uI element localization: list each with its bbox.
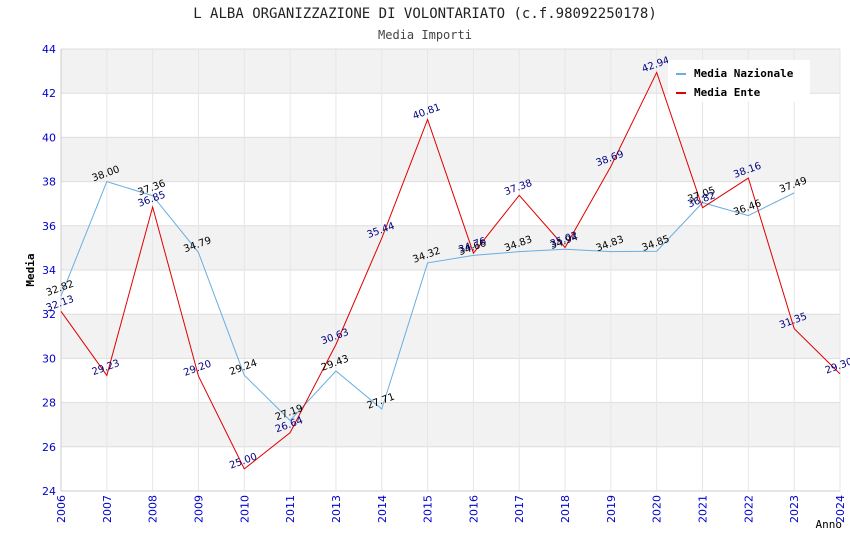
y-tick-label: 40 xyxy=(42,131,56,144)
grid-band xyxy=(61,225,840,270)
y-axis-ticks: 24 26 28 30 32 34 36 38 40 42 44 xyxy=(42,43,56,498)
series-line-media-ente xyxy=(60,71,841,470)
series-line-media-nazionale xyxy=(60,180,795,422)
grid-band xyxy=(61,137,840,182)
x-tick-label: 2015 xyxy=(422,495,435,523)
y-tick-label: 30 xyxy=(42,352,56,365)
x-tick-label: 2009 xyxy=(192,495,205,523)
x-tick-label: 2023 xyxy=(788,495,801,523)
data-label: 29.20 xyxy=(182,359,213,379)
x-tick-label: 2011 xyxy=(284,495,297,523)
legend-box xyxy=(668,60,810,102)
y-tick-label: 38 xyxy=(42,176,56,189)
legend-label: Media Nazionale xyxy=(694,67,794,80)
data-label: 25.00 xyxy=(228,451,259,471)
x-axis-label: Anno xyxy=(816,518,843,531)
y-tick-label: 34 xyxy=(42,264,56,277)
gridlines xyxy=(60,48,841,492)
y-tick-label: 26 xyxy=(42,441,56,454)
x-tick-label: 2006 xyxy=(55,495,68,523)
x-tick-label: 2013 xyxy=(330,495,343,523)
x-tick-label: 2014 xyxy=(376,495,389,523)
grid-band xyxy=(61,314,840,359)
data-label: 29.23 xyxy=(91,358,122,378)
legend-label: Media Ente xyxy=(694,86,761,99)
x-tick-label: 2020 xyxy=(651,495,664,523)
grid-bands xyxy=(61,49,840,447)
x-axis-ticks: 2006 2007 2008 2009 2010 2011 2013 2014 2015 2016… xyxy=(55,495,847,523)
data-label: 40.81 xyxy=(411,102,442,122)
data-label: 29.30 xyxy=(824,356,850,376)
y-tick-label: 28 xyxy=(42,397,56,410)
chart-title: L ALBA ORGANIZZAZIONE DI VOLONTARIATO (c… xyxy=(193,6,657,22)
series-lines xyxy=(60,71,841,470)
grid-band xyxy=(61,402,840,447)
x-tick-label: 2024 xyxy=(834,495,847,523)
x-tick-label: 2007 xyxy=(101,495,114,523)
y-tick-label: 32 xyxy=(42,308,56,321)
legend: Media Nazionale Media Ente xyxy=(668,60,810,102)
x-tick-label: 2017 xyxy=(513,495,526,523)
x-tick-label: 2008 xyxy=(147,495,160,523)
x-tick-label: 2019 xyxy=(605,495,618,523)
y-tick-label: 36 xyxy=(42,220,56,233)
y-tick-label: 42 xyxy=(42,87,56,100)
x-tick-label: 2022 xyxy=(742,495,755,523)
y-tick-label: 44 xyxy=(42,43,56,56)
data-label: 29.24 xyxy=(228,358,259,378)
chart-subtitle: Media Importi xyxy=(378,28,472,42)
x-tick-label: 2016 xyxy=(467,495,480,523)
y-tick-label: 24 xyxy=(42,485,56,498)
x-tick-label: 2021 xyxy=(697,495,710,523)
y-axis-label: Media xyxy=(24,253,37,286)
x-tick-label: 2018 xyxy=(559,495,572,523)
x-tick-label: 2010 xyxy=(238,495,251,523)
